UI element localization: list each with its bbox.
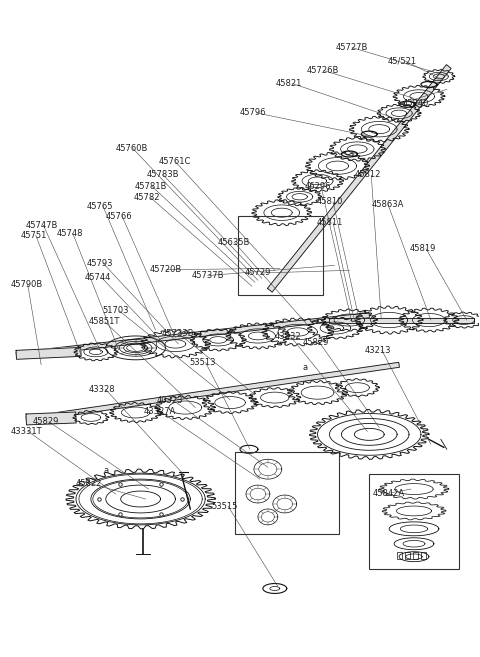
Text: 51703: 51703 (103, 306, 129, 315)
Text: 45829: 45829 (33, 417, 59, 426)
Polygon shape (16, 313, 370, 357)
Text: 40323: 40323 (156, 396, 183, 405)
Text: 45819: 45819 (409, 244, 436, 254)
Text: a: a (104, 466, 109, 475)
Bar (421, 552, 426, 558)
Text: 45812: 45812 (355, 171, 381, 179)
Text: 43213: 43213 (365, 346, 392, 355)
Text: 45761C: 45761C (159, 158, 191, 166)
Text: 45751: 45751 (21, 231, 47, 240)
Bar (369, 474, 459, 568)
Text: 43331T: 43331T (11, 426, 43, 436)
Text: 45726B: 45726B (307, 66, 339, 75)
Text: 45635B: 45635B (217, 238, 250, 247)
Polygon shape (267, 64, 451, 292)
Text: 45747B: 45747B (25, 221, 58, 230)
Text: a: a (302, 363, 307, 373)
Text: 45737B: 45737B (192, 271, 224, 280)
Text: 45863A: 45863A (371, 200, 404, 209)
Bar (238, 215, 323, 295)
Text: 45760B: 45760B (116, 144, 148, 152)
Text: 46296: 46296 (304, 182, 331, 191)
Text: 53515: 53515 (211, 502, 238, 510)
Polygon shape (26, 412, 76, 425)
Text: 45829: 45829 (303, 338, 329, 348)
Text: 45790B: 45790B (11, 280, 43, 288)
Text: 45733B: 45733B (161, 328, 194, 338)
Text: 45720B: 45720B (149, 265, 181, 274)
Text: 45822: 45822 (75, 480, 102, 488)
Text: 45782: 45782 (134, 193, 160, 202)
Text: 45821: 45821 (276, 79, 302, 88)
Text: 45810: 45810 (316, 197, 343, 206)
Text: 45/521: 45/521 (388, 57, 417, 65)
Text: 45765: 45765 (86, 202, 113, 211)
Bar (235, 452, 339, 533)
Bar (397, 552, 402, 558)
Text: 45783B: 45783B (147, 170, 180, 179)
Text: 45796: 45796 (240, 108, 266, 118)
Text: 45840: 45840 (402, 99, 429, 108)
Bar (413, 552, 418, 558)
Text: 45766: 45766 (106, 212, 132, 221)
Text: 45842A: 45842A (372, 489, 405, 497)
Text: 45729: 45729 (245, 269, 271, 277)
Polygon shape (16, 348, 81, 359)
Text: 43327A: 43327A (144, 407, 176, 416)
Text: 45727B: 45727B (336, 43, 368, 52)
Bar (405, 552, 410, 558)
Text: 43332: 43332 (275, 332, 301, 342)
Text: 53513: 53513 (189, 358, 216, 367)
Text: 45793: 45793 (86, 259, 113, 267)
Text: 45781B: 45781B (135, 181, 168, 191)
Text: 45744: 45744 (85, 273, 111, 282)
Text: 45851T: 45851T (88, 317, 120, 327)
Text: 45811: 45811 (316, 218, 343, 227)
Text: 43328: 43328 (89, 385, 115, 394)
Text: 45748: 45748 (56, 229, 83, 238)
Polygon shape (329, 317, 474, 323)
Polygon shape (26, 362, 399, 422)
